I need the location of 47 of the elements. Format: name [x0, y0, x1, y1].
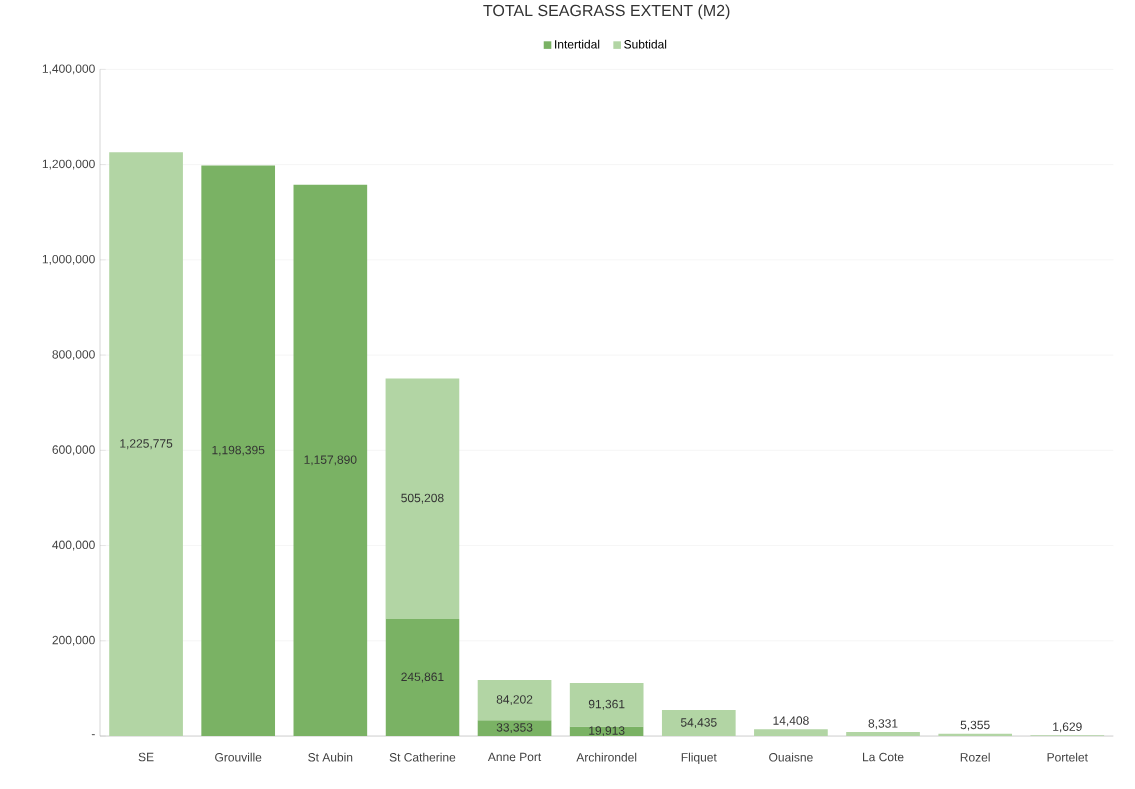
bar: [385, 378, 460, 619]
bar: [201, 165, 276, 736]
y-tick-label: 1,200,000: [42, 159, 95, 170]
bar: [109, 152, 183, 736]
data-label: 14,408: [773, 716, 809, 727]
bar: [661, 709, 736, 736]
data-label: 245,861: [401, 672, 444, 683]
data-label: 19,913: [589, 726, 625, 737]
bar: [846, 731, 920, 736]
bar: [385, 618, 460, 736]
legend-label: Intertidal: [555, 39, 600, 49]
bar: [293, 184, 368, 736]
x-tick-label: Grouville: [215, 752, 262, 762]
y-tick-label: 1,400,000: [42, 64, 95, 75]
x-tick-label: La Cote: [863, 752, 904, 762]
data-label: 91,361: [588, 699, 625, 710]
data-label: 54,435: [680, 717, 717, 728]
data-label: 5,355: [960, 720, 990, 731]
data-label: 33,353: [496, 722, 533, 733]
y-tick-label: 600,000: [52, 445, 95, 456]
x-tick-label: Anne Port: [487, 752, 542, 761]
y-tick-label: 800,000: [52, 349, 95, 360]
data-label: 505,208: [401, 493, 444, 504]
x-tick-label: Portelet: [1047, 752, 1088, 762]
y-tick-label: -: [91, 734, 95, 735]
bar: [754, 728, 828, 736]
x-tick-label: Archirondel: [576, 752, 637, 762]
data-label: 1,198,395: [212, 445, 265, 456]
y-tick-label: 200,000: [52, 635, 95, 646]
data-label: 1,157,890: [304, 455, 357, 466]
x-tick-label: Rozel: [960, 752, 990, 762]
x-tick-label: St Aubin: [308, 752, 353, 762]
x-tick-label: SE: [138, 752, 154, 762]
x-tick-label: St Catherine: [389, 752, 456, 762]
y-tick-label: 1,000,000: [42, 254, 95, 265]
data-label: 8,331: [868, 719, 898, 729]
legend-label: Subtidal: [624, 39, 667, 49]
data-label: 1,225,775: [120, 439, 173, 449]
x-tick-label: Fliquet: [681, 752, 717, 764]
bar: [477, 719, 552, 736]
x-tick-label: Ouaisne: [769, 752, 813, 762]
chart-title: TOTAL SEAGRASS EXTENT (M2): [483, 4, 730, 20]
data-label: 1,629: [1053, 722, 1082, 733]
data-label: 84,202: [496, 694, 533, 705]
bar: [569, 682, 644, 727]
bar: [477, 679, 552, 720]
y-tick-label: 400,000: [52, 540, 95, 551]
